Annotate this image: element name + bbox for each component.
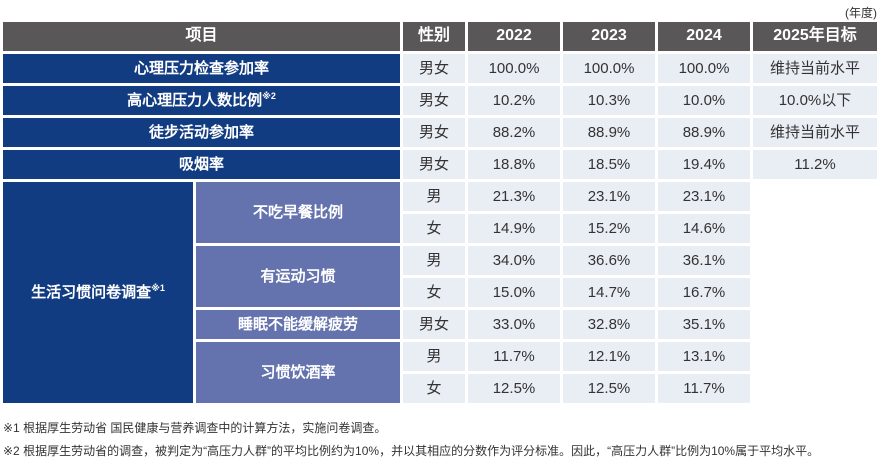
target-cell: 维持当前水平 <box>753 54 877 83</box>
table-row: 女 12.5% 12.5% 11.7% <box>3 374 877 403</box>
header-2023: 2023 <box>563 22 655 51</box>
header-2022: 2022 <box>468 22 560 51</box>
value-2023: 10.3% <box>563 86 655 115</box>
table-row: 女 14.9% 15.2% 14.6% <box>3 214 877 243</box>
gender-cell: 男女 <box>403 118 465 147</box>
target-cell-empty <box>753 342 877 371</box>
subcategory-label: 不吃早餐比例 <box>196 182 400 243</box>
value-2024: 35.1% <box>658 310 750 339</box>
value-2023: 36.6% <box>563 246 655 275</box>
table-row: 生活习惯问卷调查※1 不吃早餐比例 男 21.3% 23.1% 23.1% <box>3 182 877 403</box>
gender-cell: 女 <box>403 278 465 307</box>
target-cell: 11.2% <box>753 150 877 179</box>
value-2024: 14.6% <box>658 214 750 243</box>
table-row: 心理压力检查参加率 男女 100.0% 100.0% 100.0% 维持当前水平 <box>3 54 877 83</box>
gender-cell: 女 <box>403 214 465 243</box>
value-2022: 33.0% <box>468 310 560 339</box>
target-cell-empty <box>753 182 877 211</box>
unit-label: (年度) <box>845 6 877 20</box>
header-gender: 性别 <box>403 22 465 51</box>
value-2022: 10.2% <box>468 86 560 115</box>
header-target: 2025年目标 <box>753 22 877 51</box>
target-cell-empty <box>753 310 877 339</box>
target-cell-empty <box>753 246 877 275</box>
table-row: 有运动习惯 男 34.0% 36.6% 36.1% <box>3 246 877 307</box>
subcategory-label: 有运动习惯 <box>196 246 400 307</box>
value-2024: 16.7% <box>658 278 750 307</box>
target-cell: 维持当前水平 <box>753 118 877 147</box>
table-row: 徒步活动参加率 男女 88.2% 88.9% 88.9% 维持当前水平 <box>3 118 877 147</box>
value-2024: 88.9% <box>658 118 750 147</box>
row-label-text: 吸烟率 <box>178 155 224 173</box>
row-label: 心理压力检查参加率 <box>3 54 400 83</box>
group-label-text: 生活习惯问卷调查 <box>31 283 152 301</box>
value-2023: 12.1% <box>563 342 655 371</box>
value-2023: 100.0% <box>563 54 655 83</box>
value-2024: 10.0% <box>658 86 750 115</box>
gender-cell: 男 <box>403 246 465 275</box>
value-2024: 36.1% <box>658 246 750 275</box>
value-2024: 13.1% <box>658 342 750 371</box>
value-2024: 19.4% <box>658 150 750 179</box>
value-2023: 23.1% <box>563 182 655 211</box>
target-cell-empty <box>753 214 877 243</box>
subcategory-label: 习惯饮酒率 <box>196 342 400 403</box>
value-2024: 100.0% <box>658 54 750 83</box>
gender-cell: 男 <box>403 182 465 211</box>
value-2022: 88.2% <box>468 118 560 147</box>
row-label: 吸烟率 <box>3 150 400 179</box>
value-2023: 12.5% <box>563 374 655 403</box>
row-label: 高心理压力人数比例※2 <box>3 86 400 115</box>
group-label: 生活习惯问卷调查※1 <box>3 182 193 403</box>
value-2022: 11.7% <box>468 342 560 371</box>
value-2022: 14.9% <box>468 214 560 243</box>
subcategory-label: 睡眠不能缓解疲劳 <box>196 310 400 339</box>
table-row: 高心理压力人数比例※2 男女 10.2% 10.3% 10.0% 10.0%以下 <box>3 86 877 115</box>
target-cell-empty <box>753 278 877 307</box>
footnote-1: ※1 根据厚生劳动省 国民健康与营养调查中的计算方法，实施问卷调查。 <box>3 421 387 435</box>
footnote-marker: ※1 <box>151 282 165 293</box>
gender-cell: 女 <box>403 374 465 403</box>
value-2023: 14.7% <box>563 278 655 307</box>
table-row: 睡眠不能缓解疲劳 男女 33.0% 32.8% 35.1% <box>3 310 877 339</box>
row-label-text: 心理压力检查参加率 <box>133 59 269 77</box>
table-row: 女 15.0% 14.7% 16.7% <box>3 278 877 307</box>
health-metrics-table: 项目 性别 2022 2023 2024 2025年目标 心理压力检查参加率 男… <box>0 19 880 406</box>
header-2024: 2024 <box>658 22 750 51</box>
footnote-marker: ※2 <box>262 90 276 101</box>
value-2024: 11.7% <box>658 374 750 403</box>
value-2022: 18.8% <box>468 150 560 179</box>
value-2023: 88.9% <box>563 118 655 147</box>
target-cell-empty <box>753 374 877 403</box>
row-label-text: 高心理压力人数比例 <box>127 91 263 109</box>
value-2024: 23.1% <box>658 182 750 211</box>
gender-cell: 男女 <box>403 310 465 339</box>
footnotes: ※1 根据厚生劳动省 国民健康与营养调查中的计算方法，实施问卷调查。 ※2 根据… <box>3 419 819 465</box>
header-row: 项目 性别 2022 2023 2024 2025年目标 <box>3 22 877 51</box>
gender-cell: 男女 <box>403 54 465 83</box>
value-2022: 15.0% <box>468 278 560 307</box>
value-2023: 15.2% <box>563 214 655 243</box>
gender-cell: 男 <box>403 342 465 371</box>
row-label-text: 徒步活动参加率 <box>148 123 254 141</box>
value-2022: 21.3% <box>468 182 560 211</box>
value-2023: 18.5% <box>563 150 655 179</box>
table-row: 吸烟率 男女 18.8% 18.5% 19.4% 11.2% <box>3 150 877 179</box>
footnote-2: ※2 根据厚生劳动省的调查，被判定为“高压力人群”的平均比例约为10%，并以其相… <box>3 444 820 458</box>
header-item: 项目 <box>3 22 400 51</box>
row-label: 徒步活动参加率 <box>3 118 400 147</box>
table-row: 习惯饮酒率 男 11.7% 12.1% 13.1% <box>3 342 877 403</box>
value-2022: 34.0% <box>468 246 560 275</box>
gender-cell: 男女 <box>403 150 465 179</box>
value-2022: 100.0% <box>468 54 560 83</box>
value-2022: 12.5% <box>468 374 560 403</box>
target-cell: 10.0%以下 <box>753 86 877 115</box>
gender-cell: 男女 <box>403 86 465 115</box>
value-2023: 32.8% <box>563 310 655 339</box>
